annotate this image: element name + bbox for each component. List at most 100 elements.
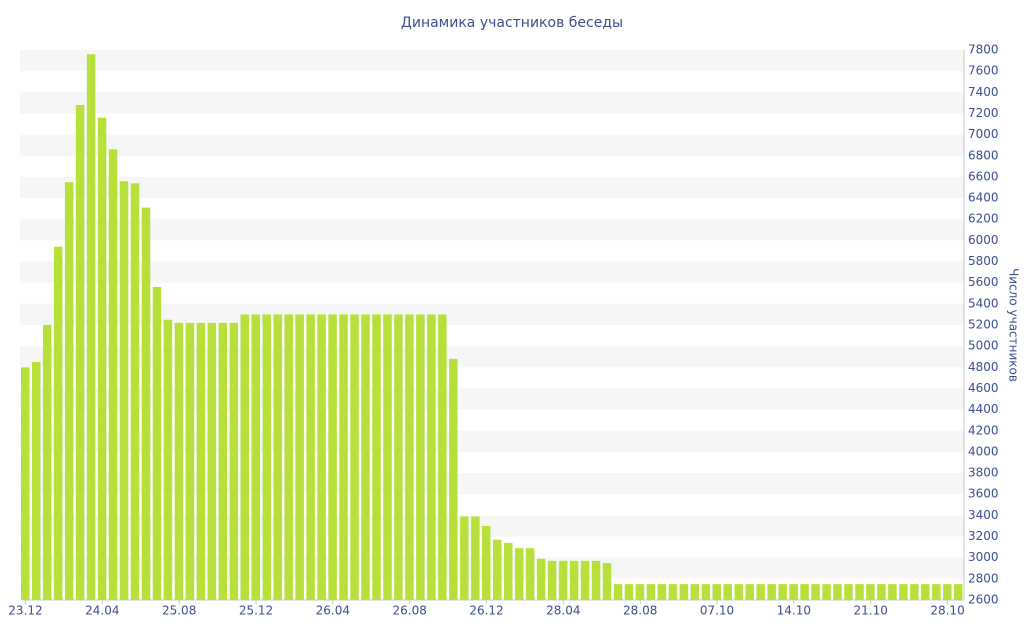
bar	[350, 314, 359, 600]
bar	[745, 584, 754, 600]
bar	[460, 516, 469, 600]
bar	[921, 584, 930, 600]
bar	[690, 584, 700, 600]
y-tick-label: 2600	[968, 593, 999, 607]
grid-band	[20, 473, 964, 495]
bar	[525, 548, 535, 600]
y-tick-label: 5400	[968, 296, 999, 310]
grid-band	[20, 303, 964, 325]
bar	[503, 542, 513, 600]
bar	[558, 560, 568, 600]
bar	[613, 584, 623, 600]
bar	[273, 314, 282, 600]
y-tick-label: 4000	[968, 444, 999, 458]
x-tick-label: 28.04	[546, 604, 580, 618]
bar	[405, 314, 414, 600]
bar	[943, 584, 952, 600]
bar	[108, 149, 118, 600]
bar	[668, 584, 678, 600]
bar	[339, 314, 348, 600]
bar	[514, 548, 524, 600]
x-tick-label: 14.10	[777, 604, 811, 618]
bar	[53, 246, 63, 600]
bar	[767, 584, 776, 600]
y-tick-label: 4800	[968, 360, 999, 374]
bar	[646, 584, 656, 600]
bar	[31, 362, 41, 600]
bar	[86, 54, 96, 600]
chart-title: Динамика участников беседы	[401, 15, 623, 31]
bar	[196, 322, 206, 600]
bar	[855, 584, 864, 600]
bar	[756, 584, 765, 600]
bar	[75, 105, 85, 600]
bar	[833, 584, 842, 600]
grid-band	[20, 515, 964, 537]
grid-band	[20, 219, 964, 241]
bar	[152, 286, 162, 600]
y-tick-label: 7800	[968, 43, 999, 57]
grid-band	[20, 346, 964, 368]
grid-band	[20, 388, 964, 410]
y-tick-label: 7600	[968, 64, 999, 78]
bar	[822, 584, 831, 600]
bar	[493, 539, 502, 600]
y-tick-label: 3600	[968, 487, 999, 501]
bar	[547, 560, 557, 600]
bar	[262, 314, 271, 600]
y-tick-label: 7400	[968, 85, 999, 99]
bar	[119, 181, 129, 600]
x-tick-label: 26.12	[469, 604, 503, 618]
bar	[482, 525, 491, 600]
bar	[778, 584, 787, 600]
bar	[635, 584, 645, 600]
bar	[569, 560, 579, 600]
bar	[877, 584, 886, 600]
bar	[723, 584, 732, 600]
bar	[163, 319, 173, 600]
x-tick-label: 25.12	[239, 604, 273, 618]
y-tick-label: 5000	[968, 339, 999, 353]
bar	[844, 584, 853, 600]
bar	[383, 314, 392, 600]
bar	[284, 314, 293, 600]
bar	[64, 182, 74, 600]
y-tick-label: 4400	[968, 402, 999, 416]
x-tick-label: 28.10	[930, 604, 964, 618]
bar	[811, 584, 820, 600]
bar	[427, 314, 436, 600]
grid-band	[20, 176, 964, 199]
x-tick-label: 21.10	[854, 604, 888, 618]
y-tick-label: 6000	[968, 233, 999, 247]
bar	[602, 562, 612, 600]
bar	[712, 584, 722, 600]
bar	[218, 322, 228, 600]
bar	[800, 584, 809, 600]
bar	[240, 314, 250, 600]
bar	[97, 117, 107, 600]
y-tick-label: 3200	[968, 529, 999, 543]
bar	[251, 314, 260, 600]
y-axis-title: Число участников	[1007, 268, 1021, 382]
y-tick-label: 5600	[968, 275, 999, 289]
bar	[317, 314, 326, 600]
y-tick-label: 3400	[968, 508, 999, 522]
bar	[701, 584, 711, 600]
x-tick-label: 23.12	[8, 604, 42, 618]
bar	[21, 367, 30, 600]
bar	[932, 584, 941, 600]
bar	[42, 325, 52, 600]
y-tick-label: 5200	[968, 318, 999, 332]
bar	[438, 314, 447, 600]
bar	[185, 322, 195, 600]
bar	[295, 314, 304, 600]
y-tick-label: 6400	[968, 191, 999, 205]
bar	[591, 560, 601, 600]
bar	[679, 584, 689, 600]
bar	[580, 560, 590, 600]
y-tick-label: 4200	[968, 423, 999, 437]
bar	[734, 584, 743, 600]
bar	[416, 314, 425, 600]
bar	[789, 584, 798, 600]
